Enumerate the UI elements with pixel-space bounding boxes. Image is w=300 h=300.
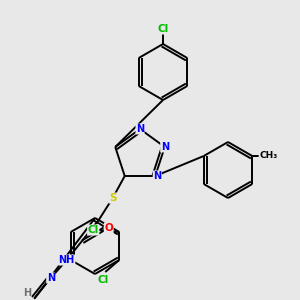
Text: Cl: Cl bbox=[98, 275, 109, 285]
Text: H: H bbox=[23, 288, 31, 298]
Text: S: S bbox=[109, 193, 116, 203]
Text: NH: NH bbox=[58, 255, 75, 265]
Text: O: O bbox=[104, 223, 113, 233]
Text: Cl: Cl bbox=[158, 24, 169, 34]
Text: N: N bbox=[161, 142, 169, 152]
Text: N: N bbox=[136, 124, 144, 134]
Text: N: N bbox=[153, 171, 161, 181]
Text: N: N bbox=[47, 273, 55, 283]
Text: CH₃: CH₃ bbox=[259, 152, 278, 160]
Text: Cl: Cl bbox=[88, 225, 99, 235]
